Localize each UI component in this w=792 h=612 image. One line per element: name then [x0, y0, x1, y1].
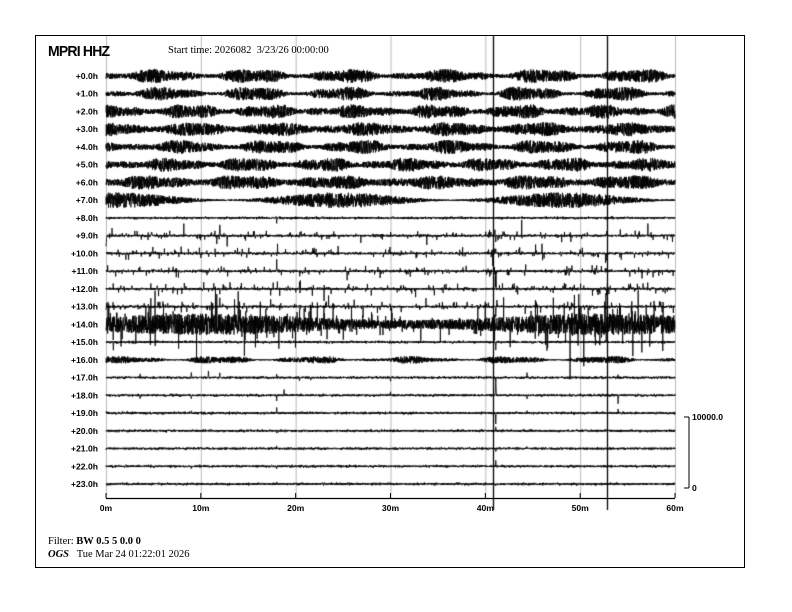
svg-text:+20.0h: +20.0h [71, 426, 98, 436]
svg-text:10000.0: 10000.0 [692, 412, 723, 422]
svg-text:50m: 50m [572, 503, 590, 513]
svg-text:20m: 20m [287, 503, 305, 513]
svg-text:10m: 10m [192, 503, 210, 513]
svg-text:+21.0h: +21.0h [71, 444, 98, 454]
svg-text:60m: 60m [666, 503, 684, 513]
svg-text:+7.0h: +7.0h [76, 195, 98, 205]
svg-text:0: 0 [692, 483, 697, 493]
svg-text:30m: 30m [382, 503, 400, 513]
svg-text:+5.0h: +5.0h [76, 160, 98, 170]
svg-text:+11.0h: +11.0h [71, 266, 98, 276]
svg-text:+19.0h: +19.0h [71, 408, 98, 418]
svg-text:+8.0h: +8.0h [76, 213, 98, 223]
svg-text:+6.0h: +6.0h [76, 177, 98, 187]
svg-text:+12.0h: +12.0h [71, 284, 98, 294]
svg-text:+2.0h: +2.0h [76, 106, 98, 116]
svg-text:+16.0h: +16.0h [71, 355, 98, 365]
svg-text:+18.0h: +18.0h [71, 390, 98, 400]
svg-text:+1.0h: +1.0h [76, 89, 98, 99]
svg-text:+9.0h: +9.0h [76, 231, 98, 241]
svg-text:40m: 40m [477, 503, 495, 513]
svg-text:+4.0h: +4.0h [76, 142, 98, 152]
svg-text:+0.0h: +0.0h [76, 71, 98, 81]
svg-text:+3.0h: +3.0h [76, 124, 98, 134]
svg-text:+22.0h: +22.0h [71, 461, 98, 471]
svg-text:0m: 0m [100, 503, 113, 513]
svg-text:+13.0h: +13.0h [71, 302, 98, 312]
svg-text:+15.0h: +15.0h [71, 337, 98, 347]
svg-text:+23.0h: +23.0h [71, 479, 98, 489]
svg-text:+10.0h: +10.0h [71, 248, 98, 258]
svg-text:+14.0h: +14.0h [71, 319, 98, 329]
svg-text:+17.0h: +17.0h [71, 373, 98, 383]
